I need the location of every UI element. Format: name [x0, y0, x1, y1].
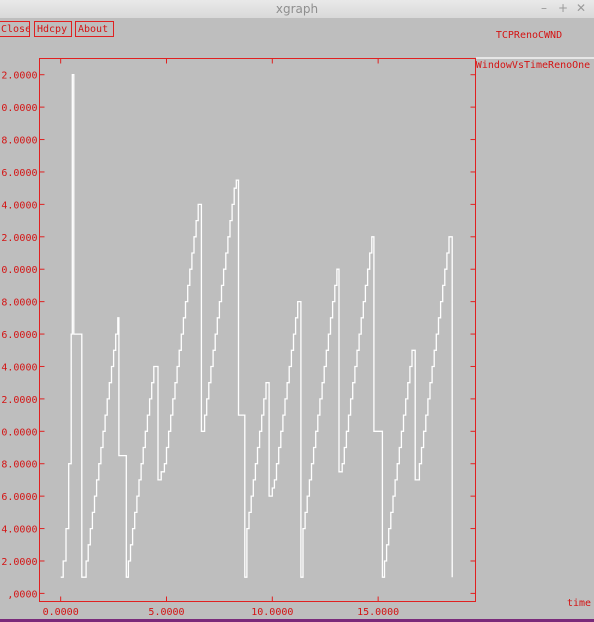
- y-tick-label: 4.0000: [1, 200, 37, 211]
- y-tick-label: 4.0000: [1, 525, 37, 536]
- y-axis: ,0000 2.0000 4.0000 6.0000 8.0000 0.0000 2.000…: [1, 71, 476, 600]
- plot-frame: [39, 58, 476, 602]
- series-layer: [60, 74, 453, 578]
- y-tick-label: 6.0000: [1, 330, 37, 341]
- close-icon[interactable]: ✕: [575, 1, 587, 15]
- y-tick-label: ,0000: [7, 589, 37, 600]
- bottom-edge: [0, 619, 594, 622]
- y-tick-label: 8.0000: [1, 136, 37, 147]
- y-tick-label: 0.0000: [1, 103, 37, 114]
- x-tick-label: 5.0000: [148, 607, 184, 618]
- maximize-icon[interactable]: +: [557, 1, 569, 15]
- y-tick-label: 2.0000: [1, 71, 37, 82]
- y-tick-label: 4.0000: [1, 362, 37, 373]
- y-tick-label: 6.0000: [1, 168, 37, 179]
- about-button[interactable]: About: [75, 21, 114, 37]
- y-tick-label: 6.0000: [1, 492, 37, 503]
- x-tick-label: 10.0000: [251, 607, 293, 618]
- close-button[interactable]: Close: [0, 21, 30, 37]
- graph-area: Close Hdcpy About: [0, 18, 594, 622]
- series-line: [60, 74, 453, 578]
- y-tick-label: 8.0000: [1, 298, 37, 309]
- y-tick-label: 0.0000: [1, 427, 37, 438]
- y-tick-label: 2.0000: [1, 395, 37, 406]
- y-tick-label: 0.0000: [1, 265, 37, 276]
- x-unit-label: time: [567, 598, 591, 609]
- minimize-icon[interactable]: –: [541, 1, 547, 15]
- legend-label: WindowVsTimeRenoOne: [476, 60, 590, 71]
- y-tick-label: 2.0000: [1, 557, 37, 568]
- y-tick-label: 2.0000: [1, 233, 37, 244]
- x-tick-label: 15.0000: [357, 607, 399, 618]
- x-axis: 0.0000 5.0000 10.0000 15.0000: [43, 58, 399, 618]
- hdcpy-button[interactable]: Hdcpy: [34, 21, 72, 37]
- y-tick-label: 8.0000: [1, 460, 37, 471]
- x-tick-label: 0.0000: [43, 607, 79, 618]
- graph-title: TCPRenoCWND: [496, 30, 562, 41]
- window-title: xgraph: [275, 2, 319, 16]
